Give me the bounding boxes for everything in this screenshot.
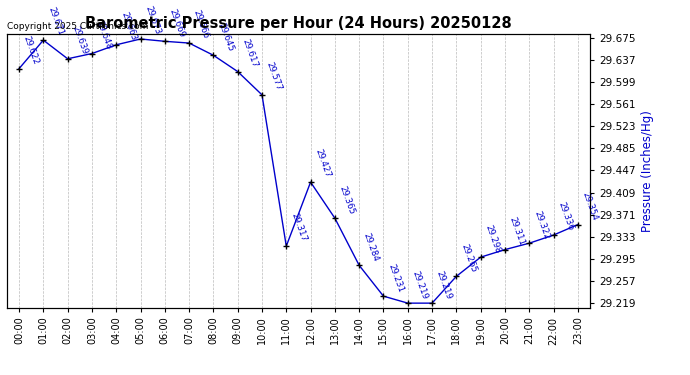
Text: 29.322: 29.322 — [532, 209, 551, 240]
Text: 29.577: 29.577 — [265, 61, 284, 92]
Text: 29.231: 29.231 — [386, 262, 405, 293]
Text: 29.427: 29.427 — [313, 148, 332, 179]
Text: 29.219: 29.219 — [435, 269, 453, 300]
Text: 29.336: 29.336 — [556, 201, 575, 232]
Text: 29.365: 29.365 — [337, 184, 356, 215]
Title: Barometric Pressure per Hour (24 Hours) 20250128: Barometric Pressure per Hour (24 Hours) … — [85, 16, 512, 31]
Text: 29.639: 29.639 — [70, 25, 89, 56]
Text: 29.673: 29.673 — [144, 5, 162, 36]
Text: 29.663: 29.663 — [119, 11, 138, 42]
Y-axis label: Pressure (Inches/Hg): Pressure (Inches/Hg) — [641, 110, 654, 231]
Text: 29.298: 29.298 — [484, 223, 502, 254]
Text: 29.311: 29.311 — [508, 216, 526, 247]
Text: 29.671: 29.671 — [46, 6, 65, 38]
Text: 29.617: 29.617 — [241, 38, 259, 69]
Text: 29.284: 29.284 — [362, 231, 381, 262]
Text: 29.317: 29.317 — [289, 212, 308, 243]
Text: 29.265: 29.265 — [459, 242, 478, 274]
Text: 29.666: 29.666 — [192, 9, 210, 40]
Text: 29.219: 29.219 — [411, 269, 429, 300]
Text: 29.669: 29.669 — [168, 8, 186, 39]
Text: 29.648: 29.648 — [95, 20, 113, 51]
Text: 29.622: 29.622 — [22, 34, 41, 66]
Text: 29.354: 29.354 — [580, 190, 600, 222]
Text: 29.645: 29.645 — [216, 21, 235, 53]
Text: Copyright 2025 Curtronics.com: Copyright 2025 Curtronics.com — [7, 22, 148, 31]
